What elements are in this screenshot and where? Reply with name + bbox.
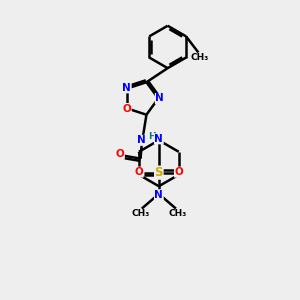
Text: O: O [134,167,143,177]
Text: N: N [137,135,146,145]
Text: N: N [154,134,163,144]
Text: S: S [154,166,163,179]
Text: CH₃: CH₃ [191,53,209,62]
Text: CH₃: CH₃ [131,209,149,218]
Text: O: O [175,167,183,177]
Text: N: N [154,190,163,200]
Text: O: O [116,149,124,159]
Text: N: N [155,94,164,103]
Text: N: N [122,83,131,93]
Text: H: H [148,132,156,141]
Text: O: O [122,103,131,113]
Text: CH₃: CH₃ [168,209,187,218]
